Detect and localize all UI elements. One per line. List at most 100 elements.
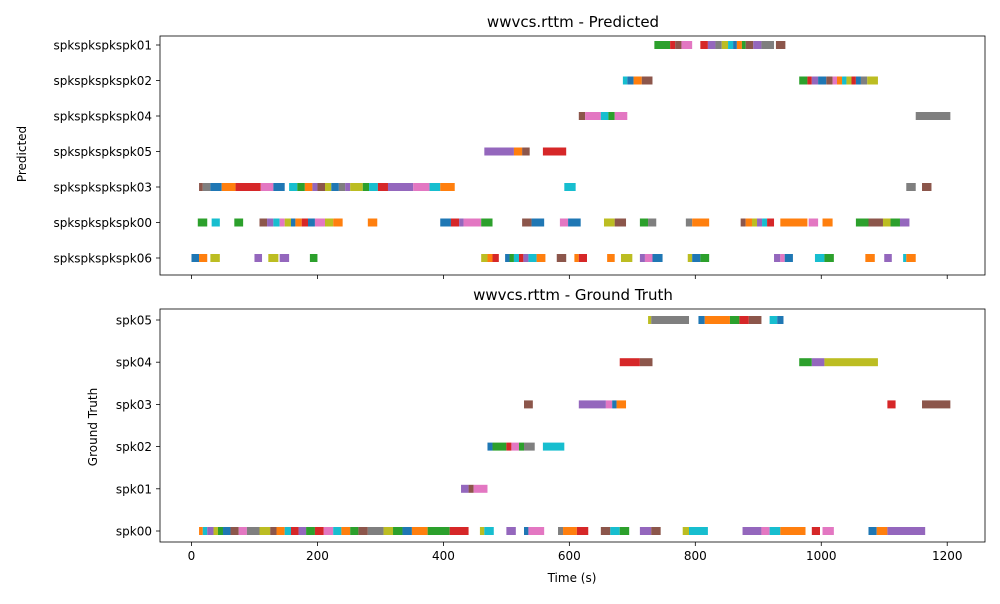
predicted-segment <box>235 183 261 191</box>
predicted-segment <box>868 218 883 227</box>
ground-truth-segment <box>777 316 784 324</box>
predicted-segment <box>459 218 464 227</box>
predicted-segment <box>685 218 693 227</box>
ground-truth-segment <box>528 527 545 535</box>
ground-truth-segment <box>619 358 640 367</box>
predicted-segment <box>513 147 523 156</box>
predicted-segment <box>906 183 916 191</box>
predicted-segment <box>345 183 351 191</box>
predicted-segment <box>652 254 663 262</box>
ground-truth-segment <box>811 358 825 367</box>
ground-truth-segment <box>682 527 690 535</box>
ground-truth-ytick-label: spk05 <box>116 314 152 328</box>
ground-truth-segment <box>492 442 507 451</box>
ground-truth-segment <box>698 316 705 324</box>
predicted-segment <box>309 254 318 262</box>
ground-truth-segment <box>449 527 469 535</box>
ground-truth-segment <box>876 527 888 535</box>
ground-truth-xtick-label: 600 <box>558 549 581 563</box>
predicted-segment <box>741 41 746 49</box>
predicted-segment <box>855 218 869 227</box>
predicted-segment <box>832 76 838 85</box>
ground-truth-segment <box>651 527 661 535</box>
predicted-segment <box>254 254 263 262</box>
predicted-segment <box>890 218 900 227</box>
predicted-ytick-label: spkspkspkspk03 <box>53 181 152 195</box>
ground-truth-xtick-label: 400 <box>432 549 455 563</box>
predicted-segment <box>622 76 628 85</box>
predicted-frame <box>159 35 986 276</box>
ground-truth-segment <box>563 527 577 535</box>
predicted-segment <box>259 218 268 227</box>
ground-truth-segment <box>238 527 247 535</box>
predicted-segment <box>837 76 843 85</box>
ground-truth-segment <box>367 527 384 535</box>
predicted-ytick-label: spkspkspkspk04 <box>53 110 152 124</box>
predicted-segment <box>822 218 833 227</box>
predicted-segment <box>333 218 343 227</box>
predicted-segment <box>882 218 891 227</box>
ground-truth-segment <box>576 527 589 535</box>
predicted-segment <box>761 41 775 49</box>
predicted-segment <box>210 183 222 191</box>
predicted-segment <box>757 218 763 227</box>
ground-truth-segment <box>402 527 412 535</box>
predicted-segment <box>639 218 649 227</box>
predicted-segment <box>295 218 302 227</box>
predicted-segment <box>733 41 737 49</box>
predicted-segment <box>811 76 819 85</box>
predicted-segment <box>574 254 579 262</box>
ground-truth-segment <box>600 527 611 535</box>
predicted-segment <box>518 254 524 262</box>
ground-truth-segment <box>202 527 208 535</box>
predicted-segment <box>463 218 482 227</box>
predicted-segment <box>268 254 279 262</box>
ground-truth-segment <box>742 527 762 535</box>
ground-truth-segment <box>610 527 620 535</box>
predicted-segment <box>492 254 499 262</box>
predicted-segment <box>429 183 441 191</box>
predicted-segment <box>210 254 220 262</box>
ground-truth-segment <box>207 527 214 535</box>
ground-truth-segment <box>761 527 770 535</box>
ground-truth-yticks: spk05 spk04 spk03 spk02 spk01 spk00 <box>116 314 160 539</box>
predicted-segment <box>614 218 627 227</box>
ground-truth-segment <box>769 527 781 535</box>
predicted-segment <box>528 254 537 262</box>
predicted-segment <box>509 254 514 262</box>
predicted-ylabel: Predicted <box>15 126 29 182</box>
predicted-segment <box>522 147 530 156</box>
predicted-segment <box>648 218 657 227</box>
predicted-segment <box>620 254 633 262</box>
ground-truth-segment <box>284 527 291 535</box>
ground-truth-xtick-label: 800 <box>684 549 707 563</box>
predicted-segment <box>290 218 296 227</box>
predicted-segment <box>542 147 567 156</box>
ground-truth-segment <box>230 527 239 535</box>
predicted-segment <box>775 41 786 49</box>
predicted-segment <box>522 218 532 227</box>
predicted-segment <box>600 112 609 120</box>
predicted-segment <box>784 254 793 262</box>
ground-truth-segment <box>648 316 652 324</box>
ground-truth-segment <box>704 316 730 324</box>
predicted-segment <box>559 218 569 227</box>
ground-truth-xtick-label: 1000 <box>806 549 837 563</box>
predicted-axes: wwvcs.rttm - Predicted Predicted spkspks… <box>15 13 986 279</box>
ground-truth-segment <box>259 527 271 535</box>
ground-truth-segment <box>651 316 690 324</box>
ground-truth-segment <box>524 527 529 535</box>
ground-truth-segment <box>689 527 708 535</box>
predicted-segment <box>639 254 645 262</box>
predicted-segment <box>513 254 519 262</box>
ground-truth-segment <box>222 527 231 535</box>
ground-truth-segment <box>639 527 652 535</box>
predicted-segment <box>191 254 200 262</box>
predicted-segment <box>736 41 742 49</box>
predicted-segment <box>267 218 274 227</box>
predicted-segment <box>687 254 693 262</box>
predicted-segment <box>728 41 734 49</box>
ground-truth-segment <box>484 527 494 535</box>
predicted-segment <box>681 41 693 49</box>
